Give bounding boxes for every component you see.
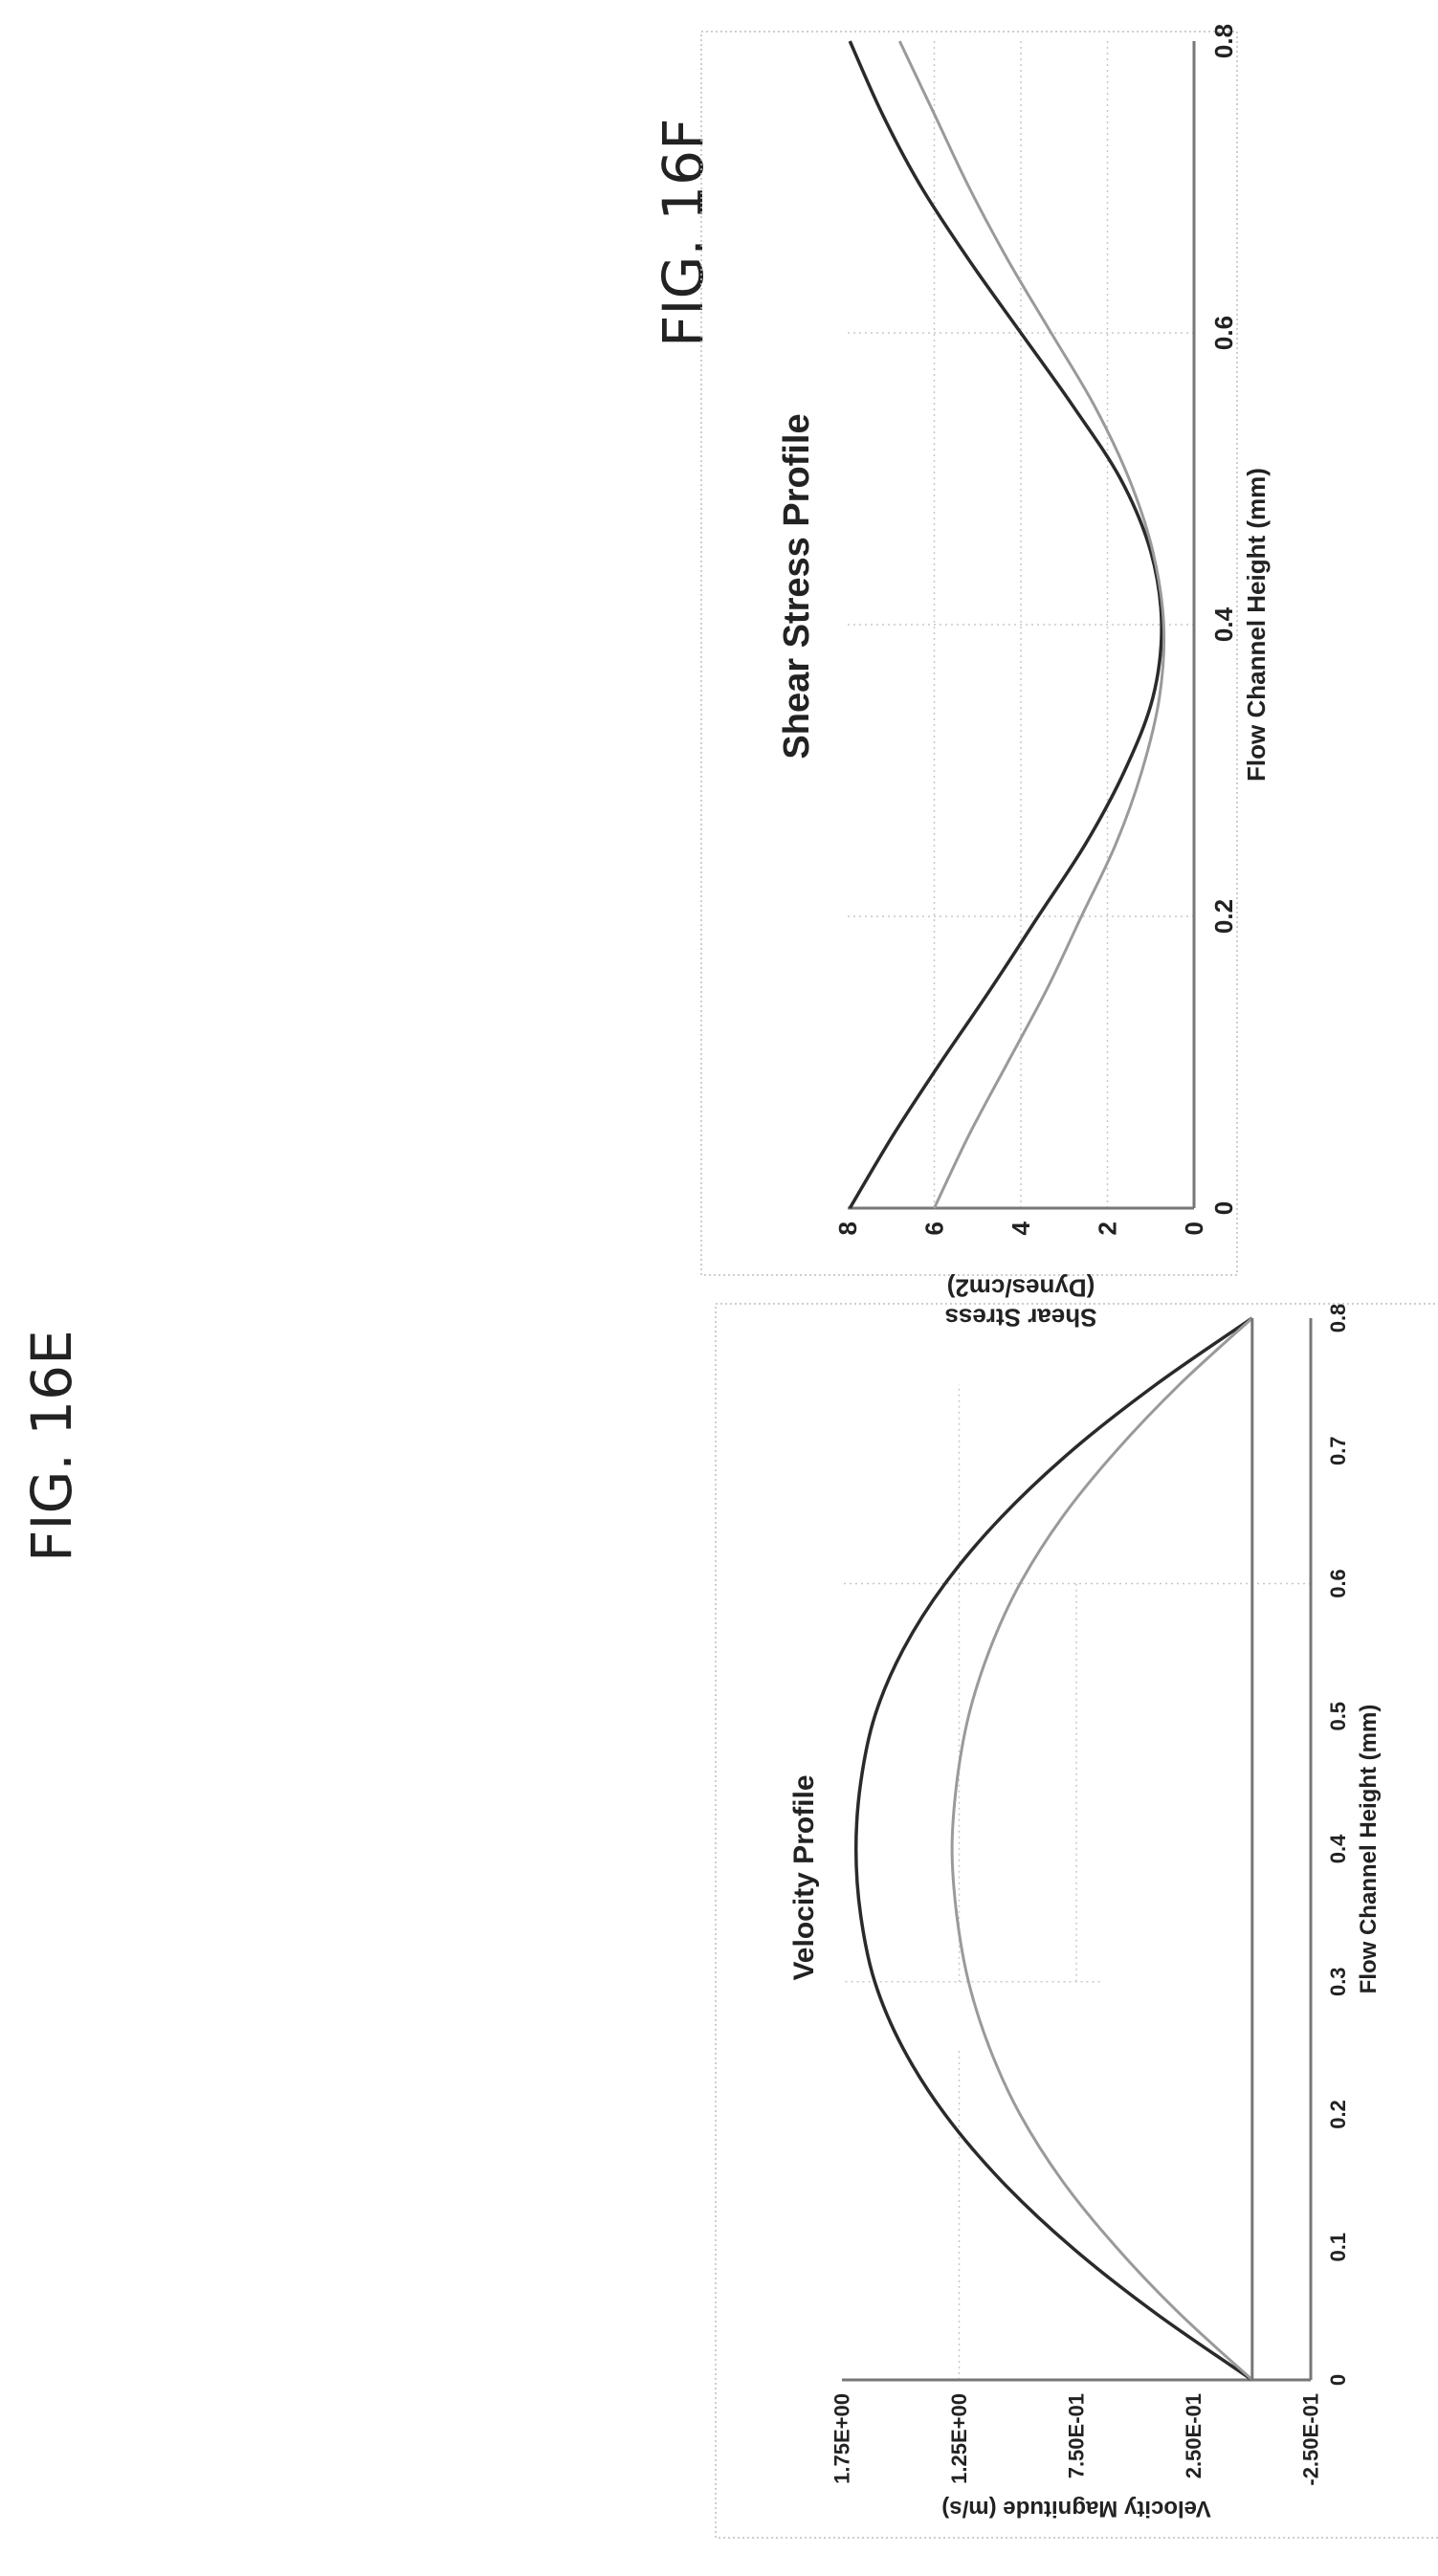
- x-tick-label: 0: [1326, 2374, 1350, 2386]
- y-tick-label: 8: [833, 1222, 862, 1235]
- chart-frame: [700, 31, 1238, 1276]
- y-axis-label: Velocity Magnitude (m/s): [941, 2496, 1210, 2521]
- y-axis-label: Shear Stress(Dynes/cm2): [945, 1273, 1097, 1332]
- series-line-1: [853, 1316, 1253, 2382]
- chart-frame: [715, 1303, 1438, 2539]
- y-tick-label: 0: [1180, 1222, 1208, 1235]
- x-tick-label: 0.2: [1209, 899, 1238, 934]
- velocity-profile-chart: 0 0.1 0.2 0.3 0.4 0.5 0.6 0.7 0.8 -2.50E-01 2.50E-…: [715, 1303, 1438, 2539]
- x-tick-label: 0.6: [1326, 1569, 1350, 1598]
- x-tick-label: 0: [1209, 1201, 1238, 1215]
- x-tick-label: 0.8: [1209, 24, 1238, 58]
- x-tick-label: 0.2: [1326, 2100, 1350, 2129]
- y-tick-label: 7.50E-01: [1065, 2393, 1089, 2478]
- x-tick-label: 0.3: [1326, 1967, 1350, 1996]
- x-tick-label: 0.8: [1326, 1304, 1350, 1333]
- x-axis-label: Flow Channel Height (mm): [1242, 468, 1271, 782]
- x-tick-label: 0.6: [1209, 316, 1238, 350]
- x-tick-label: 0.7: [1326, 1436, 1350, 1465]
- x-tick-label: 0.4: [1209, 606, 1238, 642]
- y-tick-label: -2.50E-01: [1299, 2393, 1323, 2486]
- y-tick-label: 2.50E-01: [1182, 2393, 1206, 2478]
- y-tick-label: 1.25E+00: [947, 2393, 971, 2484]
- series-line-2: [897, 40, 1166, 1209]
- y-tick-label: 2: [1094, 1222, 1122, 1235]
- x-tick-label: 0.4: [1326, 1834, 1350, 1863]
- chart-title: Shear Stress Profile: [777, 413, 817, 759]
- y-tick-label: 1.75E+00: [830, 2393, 854, 2484]
- y-axis-label-line-2: (Dynes/cm2): [947, 1273, 1095, 1302]
- x-tick-label: 0.5: [1326, 1702, 1350, 1731]
- x-axis-label: Flow Channel Height (mm): [1356, 1705, 1382, 1994]
- x-tick-label: 0.1: [1326, 2233, 1350, 2262]
- y-tick-label: 6: [920, 1222, 949, 1235]
- series-line-2: [950, 1316, 1253, 2382]
- series-line-1: [848, 40, 1163, 1209]
- chart-title: Velocity Profile: [788, 1774, 820, 1980]
- y-tick-label: 4: [1007, 1221, 1035, 1235]
- y-axis-label-line-1: Shear Stress: [945, 1304, 1097, 1332]
